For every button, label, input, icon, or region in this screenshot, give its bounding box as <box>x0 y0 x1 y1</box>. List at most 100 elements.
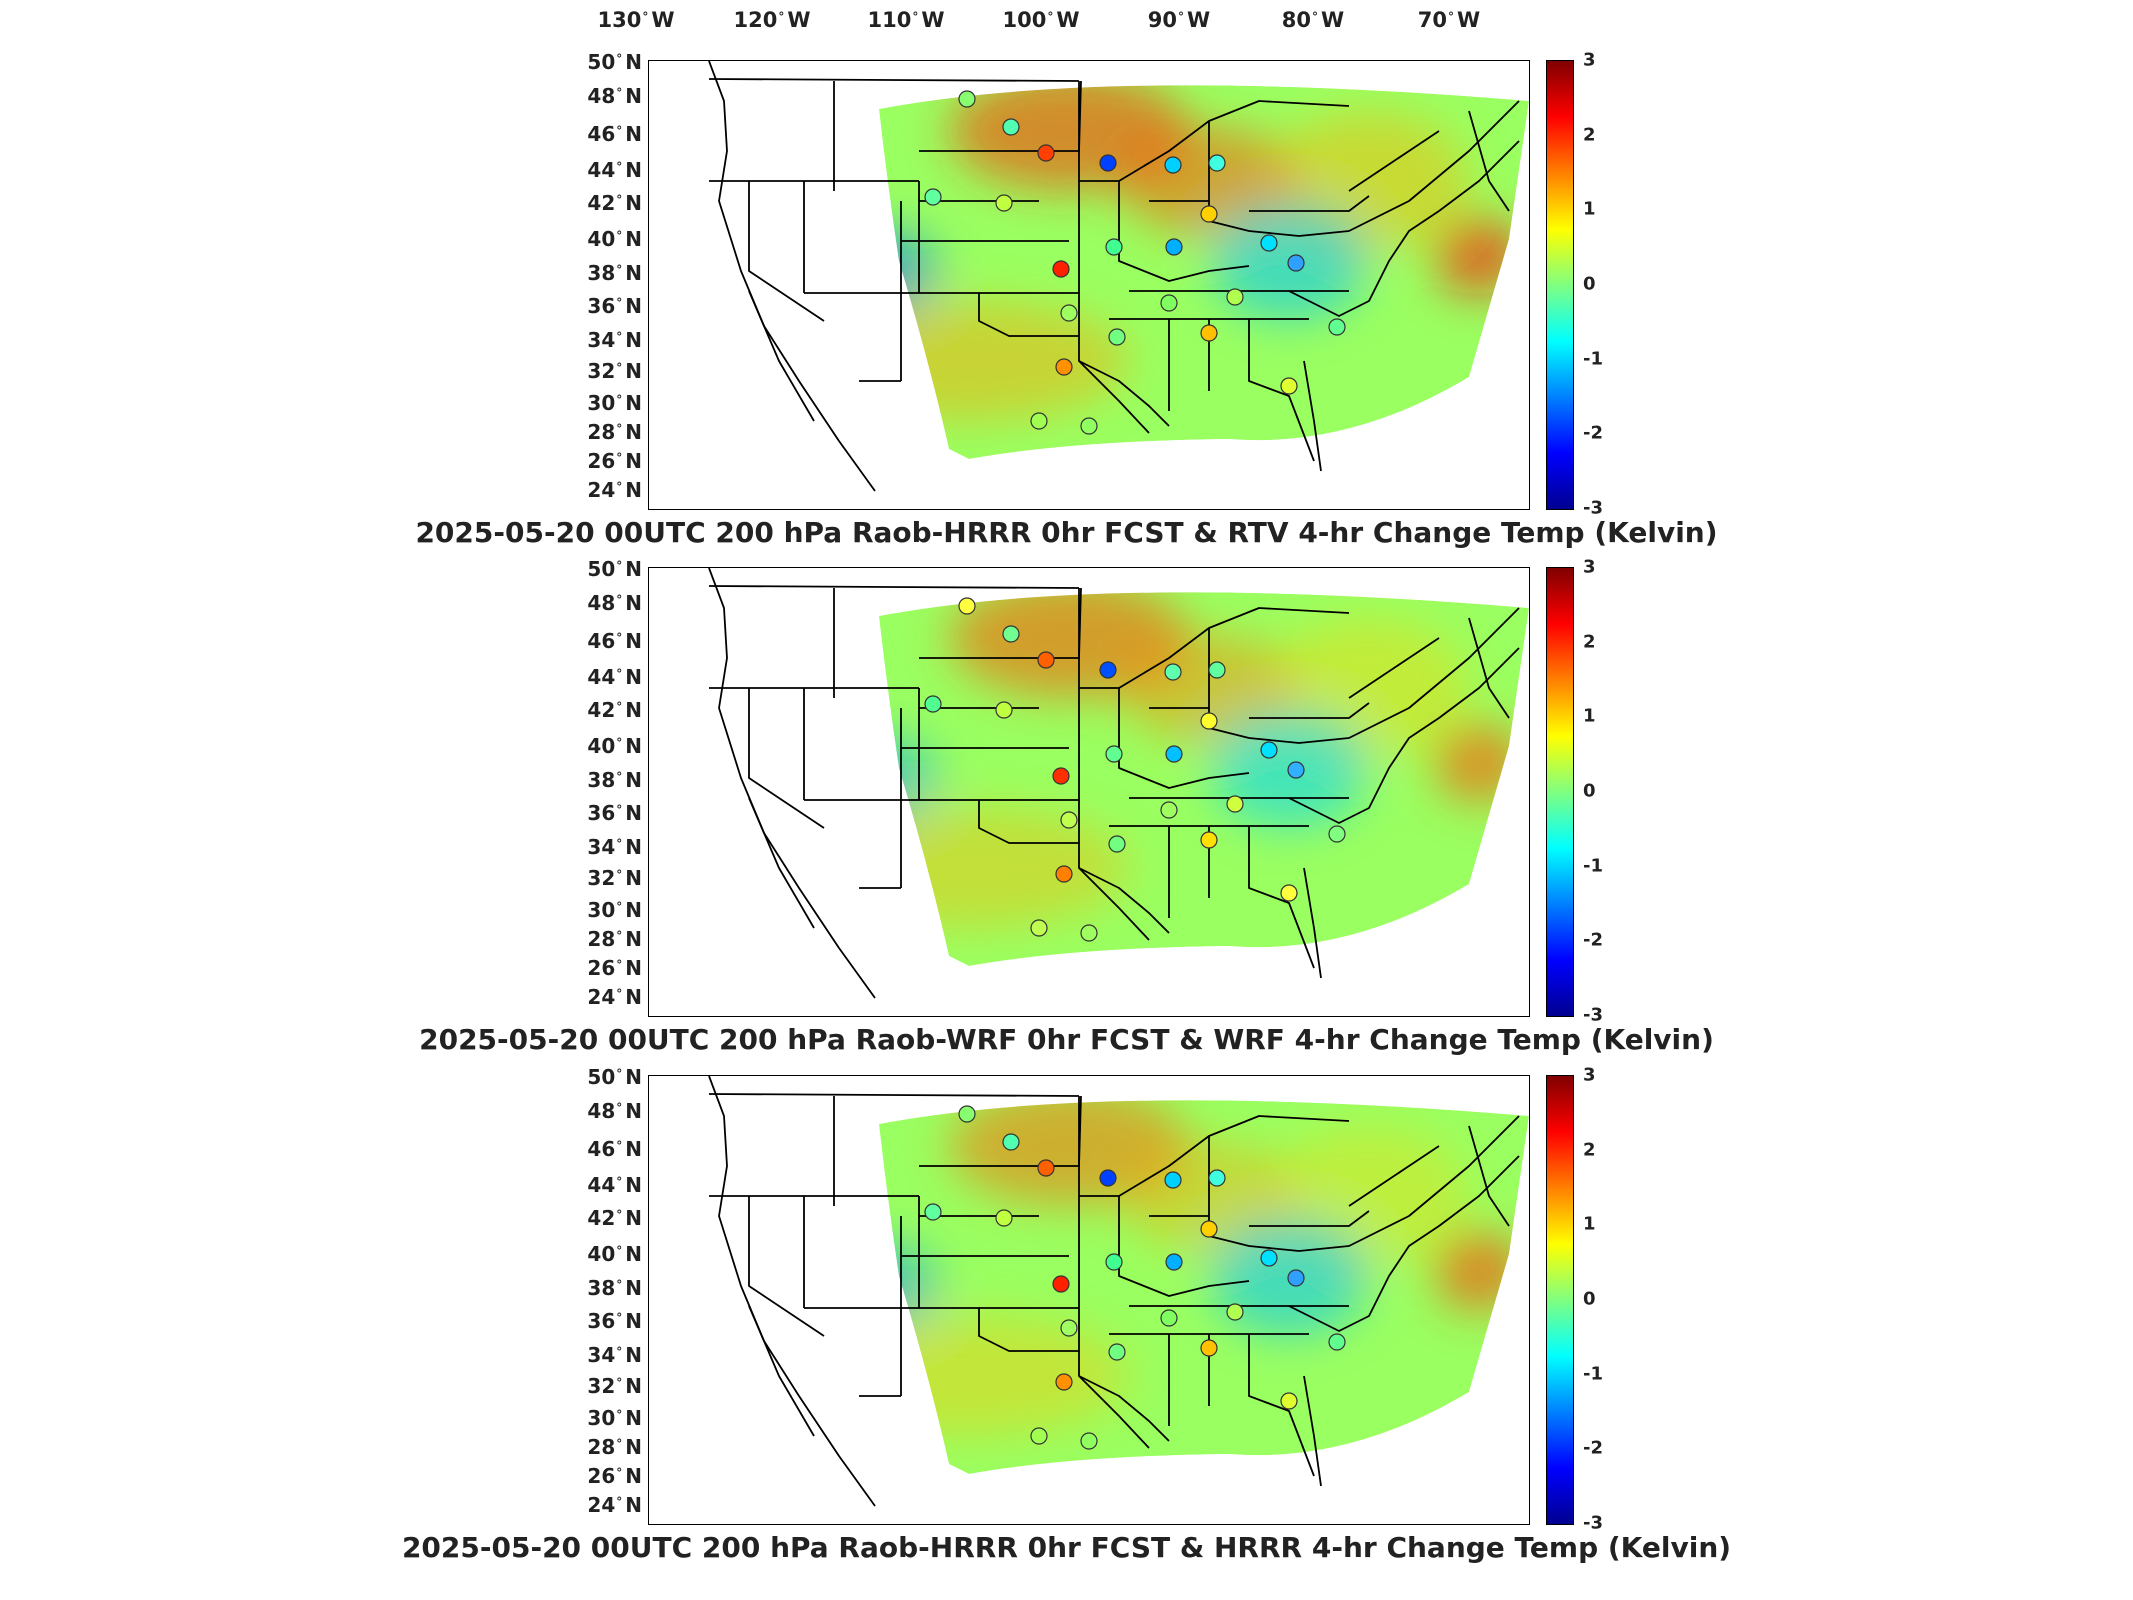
raob-station-marker <box>995 701 1013 719</box>
temperature-anomaly-area <box>659 296 799 406</box>
raob-station-marker <box>958 90 976 108</box>
latitude-label: 30° N <box>587 390 642 415</box>
latitude-label: 26° N <box>587 448 642 473</box>
raob-station-marker <box>1099 661 1117 679</box>
raob-station-marker <box>1200 1339 1218 1357</box>
raob-station-marker <box>1200 205 1218 223</box>
raob-station-marker <box>1160 1309 1178 1327</box>
latitude-label: 24° N <box>587 985 642 1010</box>
map-frame <box>648 567 1530 1017</box>
raob-station-marker <box>1200 324 1218 342</box>
raob-station-marker <box>1105 1253 1123 1271</box>
latitude-label: 36° N <box>587 294 642 319</box>
longitude-degrees: 90 <box>1147 8 1178 32</box>
longitude-direction: W <box>1457 8 1481 32</box>
raob-station-marker <box>1080 1432 1098 1450</box>
longitude-degrees: 100 <box>1002 8 1047 32</box>
raob-stations <box>924 597 1346 942</box>
raob-station-marker <box>1165 238 1183 256</box>
latitude-label: 44° N <box>587 1172 642 1197</box>
latitude-label: 40° N <box>587 1242 642 1267</box>
raob-station-marker <box>1280 377 1298 395</box>
latitude-label: 44° N <box>587 664 642 689</box>
raob-station-marker <box>1099 1169 1117 1187</box>
raob-stations <box>924 90 1346 435</box>
temperature-map <box>708 568 1529 999</box>
raob-station-marker <box>1280 1392 1298 1410</box>
colorbar-tick: -3 <box>1583 497 1603 519</box>
temperature-anomaly-area <box>1434 723 1524 803</box>
latitude-label: 30° N <box>587 1405 642 1430</box>
raob-station-marker <box>1055 865 1073 883</box>
raob-station-marker <box>1060 811 1078 829</box>
temperature-anomaly-area <box>659 1311 799 1421</box>
raob-station-marker <box>1287 761 1305 779</box>
longitude-degrees: 130 <box>597 8 642 32</box>
raob-station-marker <box>1060 1319 1078 1337</box>
raob-station-marker <box>1108 328 1126 346</box>
raob-station-marker <box>924 695 942 713</box>
latitude-label: 24° N <box>587 478 642 503</box>
latitude-label: 24° N <box>587 1493 642 1518</box>
colorbar-tick: 1 <box>1583 198 1596 220</box>
raob-station-marker <box>1030 1427 1048 1445</box>
raob-station-marker <box>1260 741 1278 759</box>
temperature-anomaly-area <box>754 246 874 386</box>
temperature-anomaly-area <box>879 1241 939 1331</box>
temperature-map <box>659 61 1529 492</box>
raob-station-marker <box>1037 1159 1055 1177</box>
colorbar-tick: -1 <box>1583 855 1603 877</box>
longitude-label: 100° W <box>1002 8 1080 32</box>
longitude-direction: W <box>921 8 945 32</box>
raob-station-marker <box>1002 625 1020 643</box>
latitude-label: 36° N <box>587 1309 642 1334</box>
latitude-label: 46° N <box>587 628 642 653</box>
raob-station-marker <box>1037 651 1055 669</box>
latitude-label: 44° N <box>587 157 642 182</box>
colorbar-tick: -3 <box>1583 1004 1603 1026</box>
latitude-label: 42° N <box>587 1206 642 1231</box>
colorbar <box>1546 60 1574 510</box>
raob-station-marker <box>1080 417 1098 435</box>
longitude-degrees: 120 <box>733 8 778 32</box>
latitude-label: 50° N <box>587 50 642 74</box>
colorbar-tick: -3 <box>1583 1512 1603 1534</box>
map-frame <box>648 60 1530 510</box>
longitude-direction: W <box>1187 8 1211 32</box>
temperature-field <box>659 85 1529 459</box>
temperature-anomaly-area <box>699 1226 879 1386</box>
colorbar-tick: 2 <box>1583 124 1596 146</box>
raob-station-marker <box>1208 154 1226 172</box>
temperature-anomaly-area <box>754 1261 874 1401</box>
raob-station-marker <box>1099 154 1117 172</box>
raob-station-marker <box>924 1203 942 1221</box>
temperature-anomaly-area <box>879 733 939 823</box>
raob-station-marker <box>1052 260 1070 278</box>
longitude-direction: W <box>1056 8 1080 32</box>
raob-station-marker <box>1164 663 1182 681</box>
longitude-label: 90° W <box>1147 8 1211 32</box>
raob-station-marker <box>1328 318 1346 336</box>
longitude-label: 130° W <box>597 8 675 32</box>
latitude-label: 38° N <box>587 260 642 285</box>
raob-station-marker <box>1226 1303 1244 1321</box>
longitude-label: 70° W <box>1417 8 1481 32</box>
latitude-label: 28° N <box>587 926 642 951</box>
raob-station-marker <box>1226 288 1244 306</box>
colorbar-tick: 3 <box>1583 1064 1596 1086</box>
temperature-anomaly-area <box>1434 1231 1524 1311</box>
temperature-anomaly-area <box>1434 216 1524 296</box>
raob-station-marker <box>995 194 1013 212</box>
latitude-label: 28° N <box>587 419 642 444</box>
raob-station-marker <box>1287 1269 1305 1287</box>
colorbar-tick: -1 <box>1583 1363 1603 1385</box>
latitude-label: 48° N <box>587 83 642 108</box>
raob-station-marker <box>1328 1333 1346 1351</box>
raob-station-marker <box>1060 304 1078 322</box>
panel-title: 2025-05-20 00UTC 200 hPa Raob-HRRR 0hr F… <box>415 516 1718 549</box>
raob-station-marker <box>1208 661 1226 679</box>
raob-station-marker <box>1080 924 1098 942</box>
latitude-label: 30° N <box>587 897 642 922</box>
longitude-direction: W <box>651 8 675 32</box>
latitude-label: 40° N <box>587 734 642 759</box>
